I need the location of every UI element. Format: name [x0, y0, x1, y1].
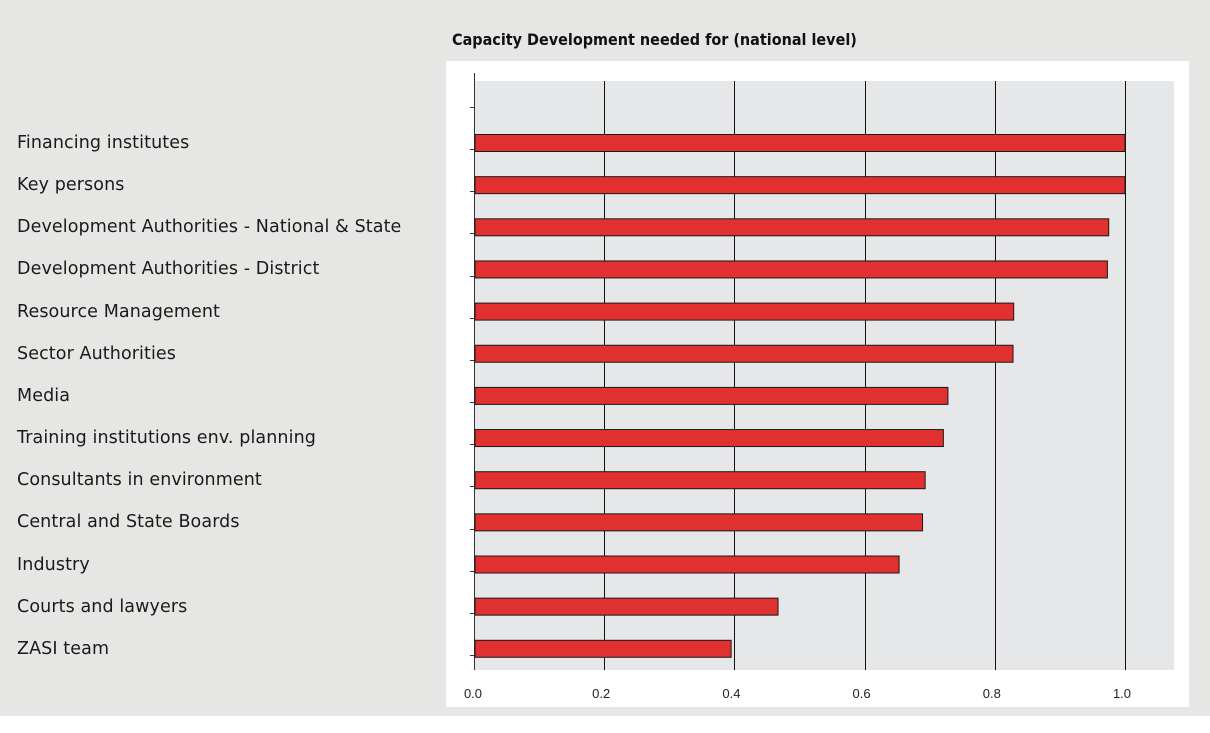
category-label: Industry: [17, 554, 90, 575]
category-label: Development Authorities - District: [17, 259, 320, 280]
x-tick-label: 0.0: [464, 686, 482, 701]
x-tick-label: 0.8: [983, 686, 1001, 701]
bar-10: [474, 555, 900, 574]
category-label: Financing institutes: [17, 133, 190, 153]
category-label: Media: [17, 385, 71, 406]
category-label: Training institutions env. planning: [17, 428, 316, 449]
bar-8: [474, 471, 926, 490]
bar-7: [474, 429, 944, 448]
bar-6: [474, 386, 949, 405]
category-label: Courts and lawyers: [17, 596, 188, 617]
plot-card: 0.0 0.2 0.4 0.6 0.8 1.0: [446, 61, 1189, 707]
category-label: Sector Authorities: [17, 343, 177, 364]
bar-9: [474, 513, 924, 532]
bar-3: [474, 260, 1108, 279]
bar-11: [474, 597, 779, 616]
bar-0: [474, 134, 1126, 152]
x-tick-label: 0.2: [592, 686, 610, 701]
category-label: Consultants in environment: [17, 470, 262, 491]
x-tick-label: 0.4: [722, 686, 740, 701]
chart-svg: 0.0 0.2 0.4 0.6 0.8 1.0: [464, 73, 1174, 701]
bar-2: [474, 218, 1110, 237]
bar-5: [474, 344, 1014, 363]
category-labels: Financing institutes Key persons Developme…: [0, 0, 446, 716]
category-label: Central and State Boards: [17, 512, 240, 533]
chart-frame: Capacity Development needed for (nationa…: [0, 0, 1210, 716]
bar-12: [474, 639, 732, 658]
chart-title: Capacity Development needed for (nationa…: [452, 30, 857, 49]
bar-1: [474, 176, 1126, 195]
plot-area: [474, 81, 1174, 670]
category-label: ZASI team: [17, 638, 110, 659]
x-tick-label: 0.6: [853, 686, 871, 701]
x-tick-label: 1.0: [1113, 686, 1131, 701]
bar-4: [474, 302, 1015, 321]
category-label: Resource Management: [17, 301, 220, 322]
category-label: Key persons: [17, 175, 125, 196]
category-label: Development Authorities - National & Sta…: [17, 217, 402, 238]
